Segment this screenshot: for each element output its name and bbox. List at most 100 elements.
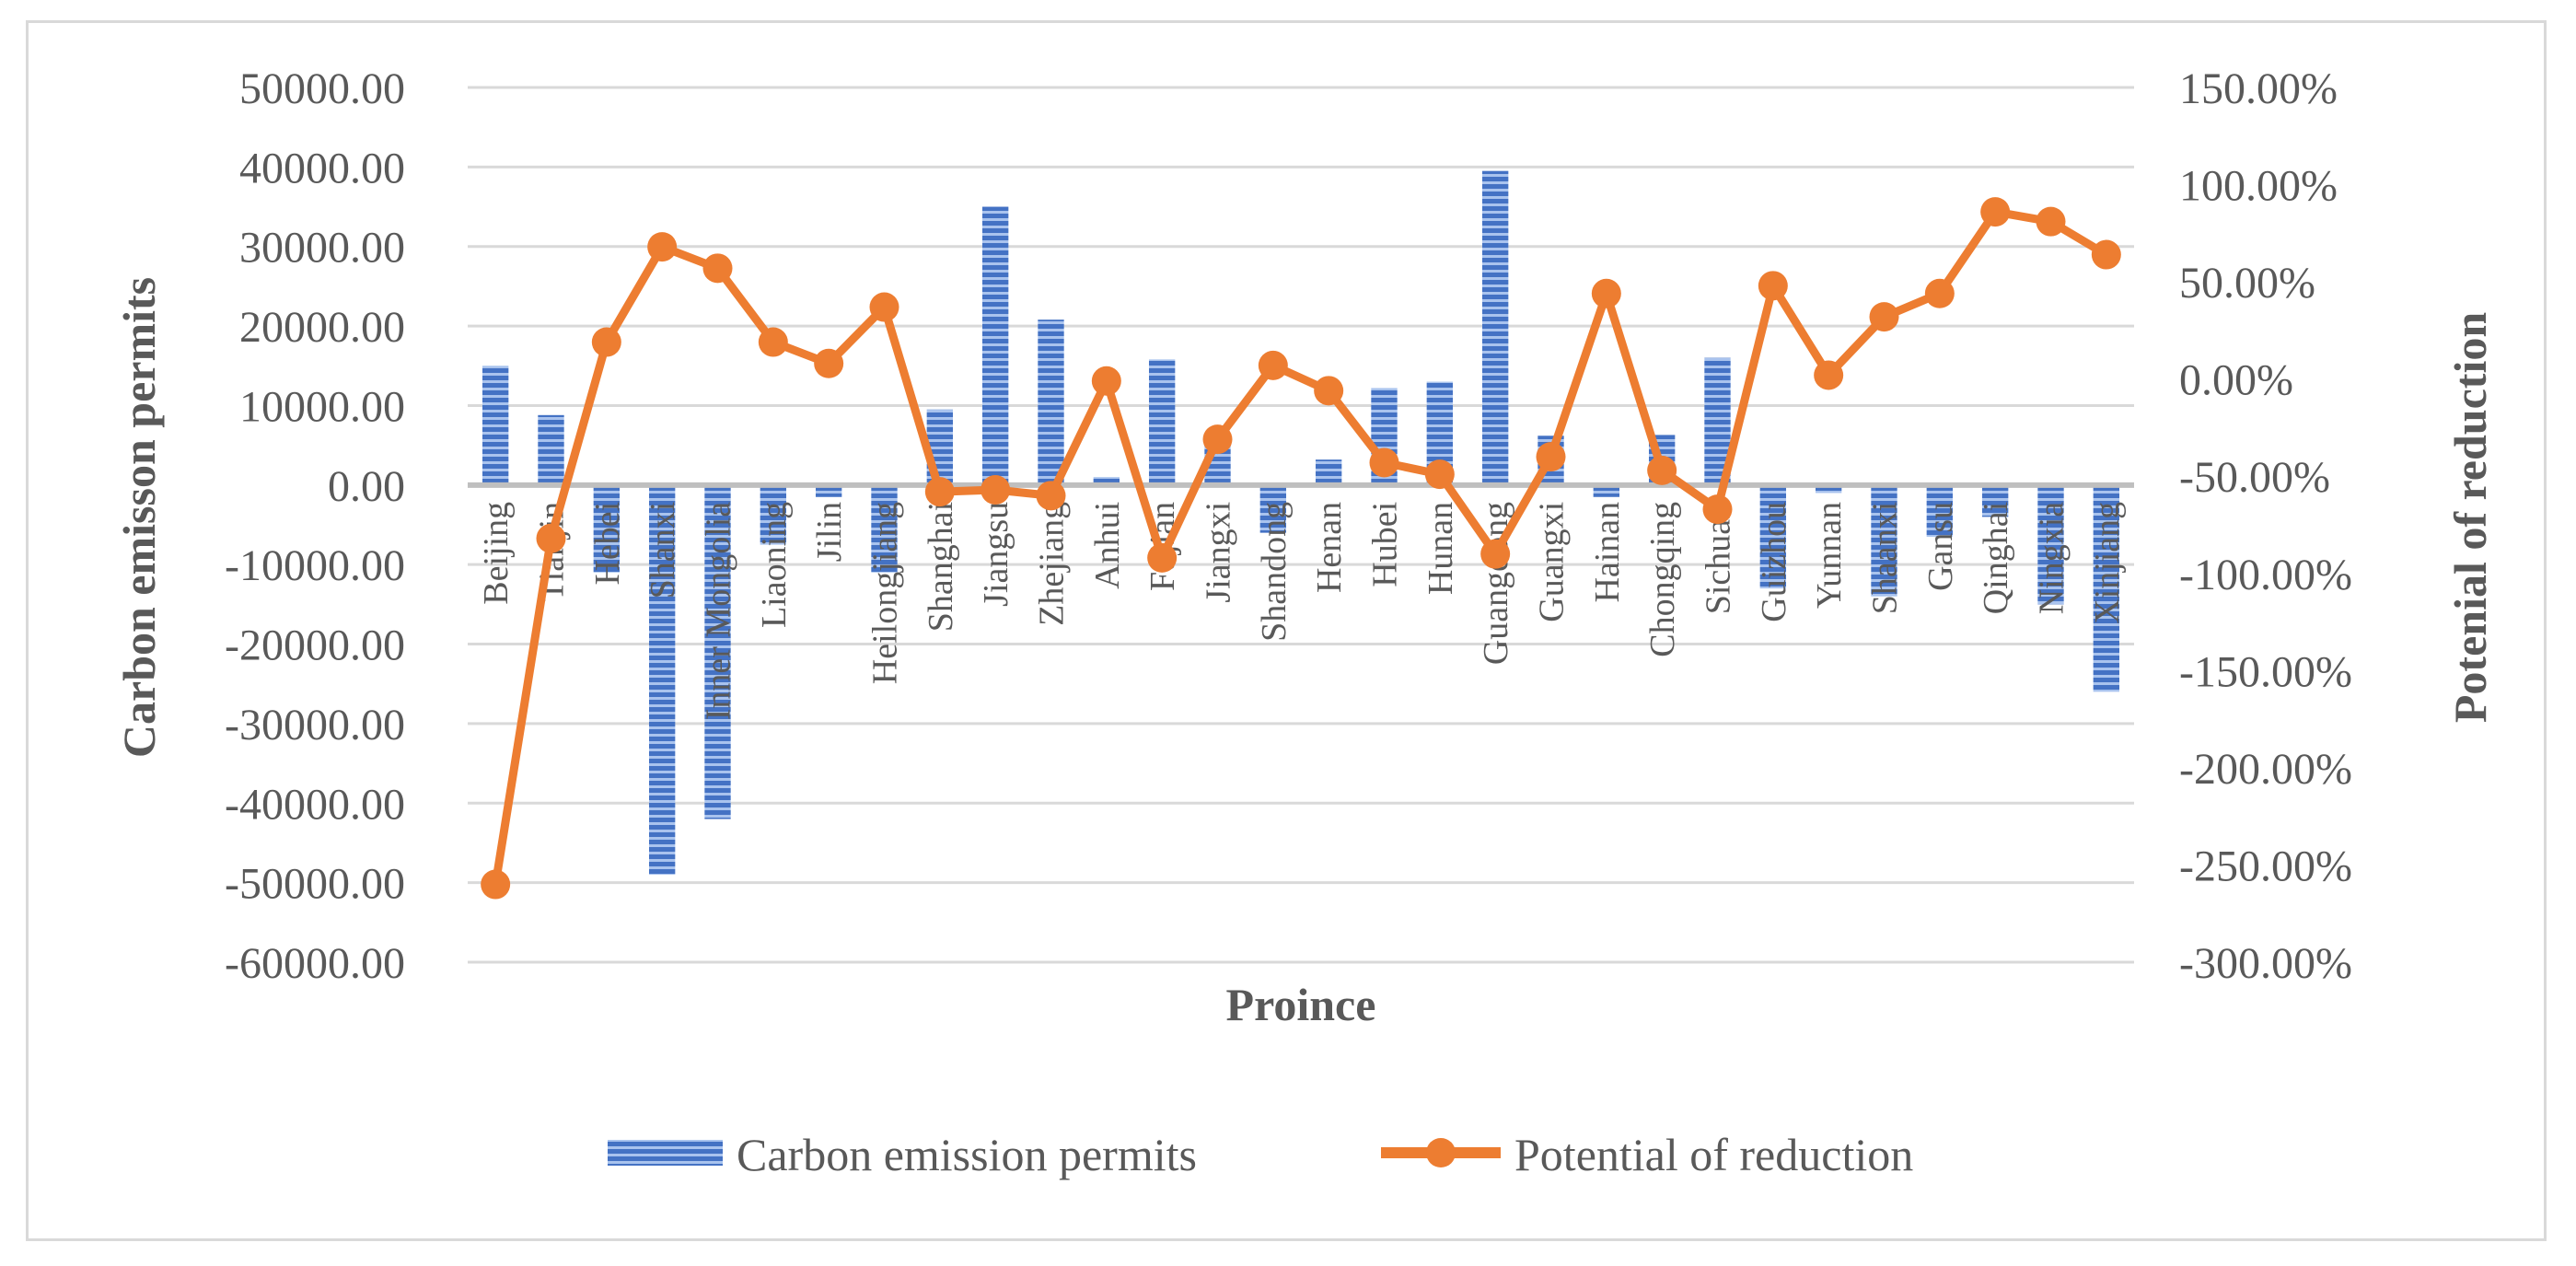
bar <box>538 414 564 485</box>
bar <box>2093 484 2120 692</box>
y-axis-title: Carbon emisson permits <box>113 277 165 758</box>
bar <box>871 484 898 573</box>
line-point <box>924 477 955 507</box>
y-tick-label: 30000.00 <box>239 224 405 273</box>
legend: Carbon emission permits Potential of red… <box>608 1129 1913 1180</box>
bar <box>1981 484 2009 517</box>
y-tick-label: 10000.00 <box>239 382 405 431</box>
category-label: Inner Mongolia <box>700 502 738 721</box>
line-point <box>1924 278 1955 308</box>
y2-tick-label: -50.00% <box>2179 453 2330 502</box>
legend-bar-label: Carbon emission permits <box>737 1129 1197 1180</box>
bar <box>815 484 842 497</box>
y2-tick-label: -100.00% <box>2179 551 2352 599</box>
line-point <box>981 475 1011 505</box>
line-point <box>1424 459 1455 490</box>
line-point <box>536 523 566 553</box>
legend-line-label: Potential of reduction <box>1514 1129 1913 1180</box>
y2-tick-label: -300.00% <box>2179 939 2352 988</box>
bar <box>1481 170 1509 485</box>
bar <box>1038 319 1064 485</box>
bar <box>760 484 787 545</box>
line-point <box>591 327 621 357</box>
line-point <box>1314 376 1344 406</box>
category-label: Jiangsu <box>977 502 1015 607</box>
bar <box>1148 359 1176 485</box>
line-point <box>1980 197 2011 227</box>
y-tick-label: -40000.00 <box>225 780 405 829</box>
category-label: Henan <box>1310 502 1349 593</box>
bar <box>1871 484 1897 597</box>
bar <box>1259 484 1287 533</box>
gridlines <box>468 86 2134 964</box>
line-point <box>647 232 678 262</box>
y-tick-label: -50000.00 <box>225 860 405 909</box>
category-label: Chongqing <box>1643 502 1682 657</box>
right-axis-ticks: 150.00% 100.00% 50.00% 0.00% -50.00% -100.00%… <box>2179 64 2352 988</box>
category-label: Hunan <box>1421 502 1460 595</box>
line-point <box>1869 302 1899 332</box>
line-point <box>1536 442 1566 472</box>
y2-tick-label: 0.00% <box>2179 356 2293 405</box>
line-point <box>1036 481 1066 511</box>
line-point <box>1480 539 1511 569</box>
line-point <box>481 869 511 900</box>
y2-tick-label: -250.00% <box>2179 842 2352 890</box>
line-point <box>702 253 733 284</box>
category-label: Guangxi <box>1533 502 1572 622</box>
bar <box>1093 477 1120 485</box>
line-series <box>481 197 2121 900</box>
line-point <box>1702 494 1733 525</box>
line-point <box>1258 350 1288 380</box>
line-point <box>1758 271 1788 301</box>
category-label: Gansu <box>1921 502 1960 591</box>
bar <box>704 484 731 819</box>
y-tick-label: -30000.00 <box>225 701 405 749</box>
y-tick-label: 40000.00 <box>239 144 405 192</box>
y2-axis-title: Potenial of reduction <box>2444 312 2496 723</box>
legend-bar-swatch <box>608 1140 723 1166</box>
line-point <box>869 292 899 322</box>
x-axis-title: Proince <box>1226 979 1376 1030</box>
y-tick-label: -20000.00 <box>225 621 405 670</box>
category-label: Zhejiang <box>1033 502 1072 626</box>
category-label: Ningxia <box>2033 502 2071 615</box>
bar <box>1315 459 1342 485</box>
category-label: Shanghai <box>922 502 960 632</box>
category-label: Jiangxi <box>1200 502 1238 603</box>
y2-tick-label: -150.00% <box>2179 647 2352 696</box>
left-axis-ticks: 50000.00 40000.00 30000.00 20000.00 10000.00… <box>225 64 405 988</box>
line-point <box>1814 360 1844 390</box>
line-point <box>1147 542 1178 573</box>
line-point <box>1091 366 1121 396</box>
line-point <box>1647 455 1677 485</box>
category-label: Shandong <box>1255 502 1294 642</box>
category-label: Beijing <box>477 502 516 605</box>
category-label: Yunnan <box>1810 502 1849 609</box>
bar <box>1759 484 1787 589</box>
y-tick-label: 50000.00 <box>239 64 405 113</box>
category-label: Guizhou <box>1755 502 1793 622</box>
y-tick-label: -60000.00 <box>225 939 405 988</box>
line-point <box>814 348 844 378</box>
category-label: Qinghai <box>1977 502 2015 614</box>
bar <box>1815 484 1842 494</box>
line-point <box>1369 447 1399 478</box>
category-label: Hebei <box>588 502 627 586</box>
y2-tick-label: 150.00% <box>2179 64 2338 113</box>
line-point <box>1591 278 1621 308</box>
y2-tick-label: 100.00% <box>2179 162 2338 211</box>
y-tick-label: 20000.00 <box>239 303 405 352</box>
bar <box>482 366 509 485</box>
bar <box>2037 484 2064 605</box>
category-label: Xinjiang <box>2088 502 2127 624</box>
y-tick-label: 0.00 <box>328 462 405 511</box>
bar <box>593 484 621 573</box>
line-point <box>758 327 788 357</box>
category-label: Hubei <box>1366 502 1405 587</box>
y-tick-label: -10000.00 <box>225 541 405 590</box>
legend-line-marker <box>1426 1138 1456 1167</box>
bar <box>648 484 676 875</box>
category-label: Hainan <box>1588 502 1627 603</box>
